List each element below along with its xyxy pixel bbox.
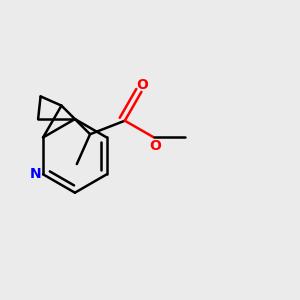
Text: N: N <box>30 167 41 181</box>
Text: O: O <box>149 139 161 152</box>
Text: O: O <box>136 77 148 92</box>
